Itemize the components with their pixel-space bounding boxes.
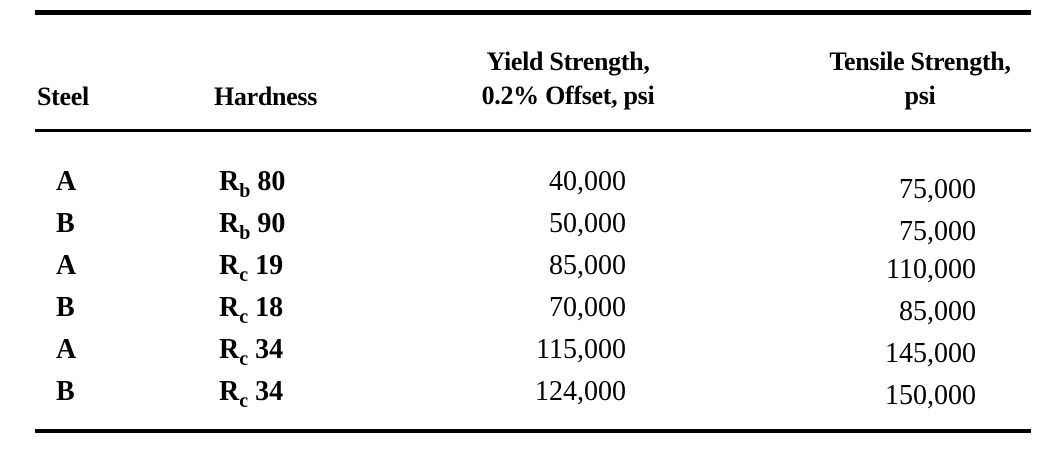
header-yield-line1: Yield Strength, <box>486 47 650 76</box>
cell-tensile-strength: 75,000 <box>899 174 976 205</box>
hardness-scale: R <box>219 376 240 407</box>
cell-tensile-strength: 85,000 <box>899 296 976 327</box>
cell-steel: A <box>56 166 77 197</box>
cell-tensile-strength: 150,000 <box>885 380 976 411</box>
cell-hardness: Rc 34 <box>219 375 284 412</box>
hardness-value: 80 <box>257 166 286 197</box>
hardness-value: 18 <box>255 292 284 323</box>
cell-tensile-strength: 110,000 <box>886 254 976 285</box>
cell-steel: B <box>56 292 75 323</box>
cell-yield-strength: 40,000 <box>549 166 626 197</box>
hardness-value: 19 <box>255 250 284 281</box>
hardness-scale: R <box>219 166 240 197</box>
table-row: B Rc 34 124,000 150,000 <box>0 375 1049 417</box>
hardness-value: 90 <box>257 208 286 239</box>
cell-hardness: Rc 34 <box>219 333 284 370</box>
cell-yield-strength: 124,000 <box>535 376 626 407</box>
hardness-value: 34 <box>255 376 284 407</box>
header-tensile-line1: Tensile Strength, <box>829 47 1011 76</box>
hardness-subscript: c <box>239 390 249 412</box>
hardness-subscript: c <box>239 264 249 286</box>
cell-yield-strength: 70,000 <box>549 292 626 323</box>
cell-hardness: Rc 19 <box>219 249 284 286</box>
cell-tensile-strength: 145,000 <box>885 338 976 369</box>
cell-hardness: Rc 18 <box>219 291 284 328</box>
table-body: A Rb 80 40,000 75,000 B Rb 90 50,000 75,… <box>0 165 1049 417</box>
header-rule <box>35 129 1031 132</box>
header-steel: Steel <box>37 82 89 111</box>
table-row: B Rc 18 70,000 85,000 <box>0 291 1049 333</box>
header-tensile-line2: psi <box>904 81 936 110</box>
table-row: B Rb 90 50,000 75,000 <box>0 207 1049 249</box>
cell-tensile-strength: 75,000 <box>899 216 976 247</box>
cell-yield-strength: 85,000 <box>549 250 626 281</box>
table-row: A Rb 80 40,000 75,000 <box>0 165 1049 207</box>
header-yield-strength: Yield Strength, 0.2% Offset, psi <box>448 45 688 113</box>
hardness-subscript: b <box>239 222 251 244</box>
hardness-subscript: b <box>239 180 251 202</box>
table-row: A Rc 19 85,000 110,000 <box>0 249 1049 291</box>
cell-steel: A <box>56 334 77 365</box>
hardness-scale: R <box>219 292 240 323</box>
header-tensile-strength: Tensile Strength, psi <box>790 45 1049 113</box>
cell-steel: A <box>56 250 77 281</box>
hardness-subscript: c <box>239 348 249 370</box>
bottom-rule <box>35 429 1031 433</box>
hardness-subscript: c <box>239 306 249 328</box>
cell-yield-strength: 50,000 <box>549 208 626 239</box>
top-rule <box>35 10 1031 15</box>
header-yield-line2: 0.2% Offset, psi <box>481 81 655 110</box>
hardness-scale: R <box>219 250 240 281</box>
hardness-scale: R <box>219 334 240 365</box>
hardness-scale: R <box>219 208 240 239</box>
cell-yield-strength: 115,000 <box>536 334 626 365</box>
cell-steel: B <box>56 376 75 407</box>
header-hardness: Hardness <box>214 82 318 111</box>
hardness-value: 34 <box>255 334 284 365</box>
cell-hardness: Rb 80 <box>219 165 286 202</box>
cell-steel: B <box>56 208 75 239</box>
cell-hardness: Rb 90 <box>219 207 286 244</box>
table-row: A Rc 34 115,000 145,000 <box>0 333 1049 375</box>
